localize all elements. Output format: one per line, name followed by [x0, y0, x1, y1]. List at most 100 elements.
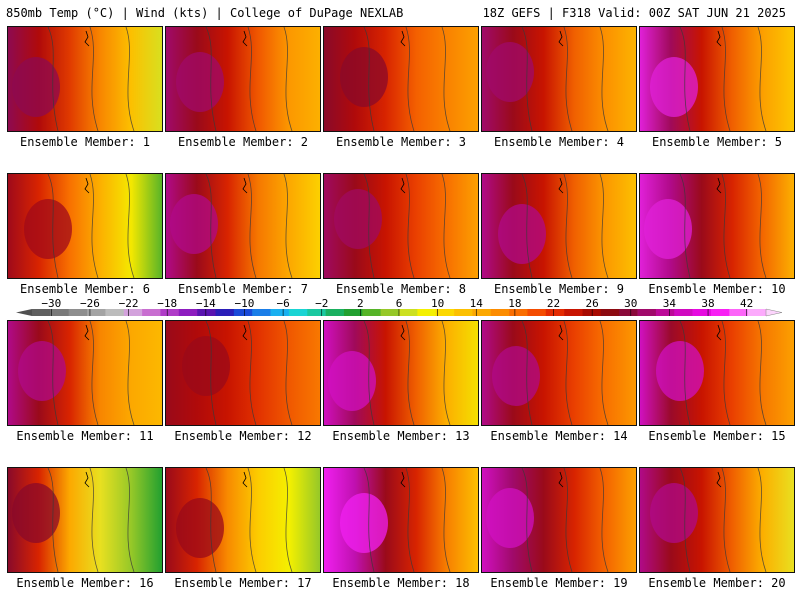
colorbar-tick-label: −2: [315, 297, 328, 310]
ensemble-member-label: Ensemble Member: 13: [332, 429, 470, 443]
coastline: [400, 30, 406, 47]
isotherm-contour: [205, 174, 217, 278]
colorbar-swatch: [105, 309, 125, 316]
isotherm-contour: [721, 174, 731, 278]
ensemble-member-map: [7, 26, 163, 132]
ensemble-member-label: Ensemble Member: 2: [177, 135, 309, 149]
isotherm-contour: [205, 468, 217, 572]
ensemble-member-label: Ensemble Member: 9: [493, 282, 625, 296]
ensemble-member-label: Ensemble Member: 20: [648, 576, 786, 590]
colorbar-swatch: [68, 309, 88, 316]
ensemble-member-label: Ensemble Member: 4: [493, 135, 625, 149]
colorbar-tick-label: −10: [235, 297, 255, 310]
colorbar-tick-label: 6: [396, 297, 403, 310]
isotherm-contour: [405, 468, 415, 572]
ensemble-member-map: [165, 320, 321, 426]
ensemble-member-label: Ensemble Member: 14: [490, 429, 628, 443]
ensemble-member-map: [165, 467, 321, 573]
isotherm-contour: [205, 27, 217, 131]
isotherm-contour: [679, 174, 691, 278]
isotherm-contour: [247, 468, 257, 572]
ensemble-member-label: Ensemble Member: 15: [648, 429, 786, 443]
isotherm-contour: [89, 321, 99, 425]
ensemble-member-label: Ensemble Member: 6: [19, 282, 151, 296]
isotherm-contour: [247, 27, 257, 131]
colorbar-high-arrow: [765, 308, 783, 317]
colorbar-tick-label: 34: [663, 297, 677, 310]
coastline: [84, 30, 90, 47]
colorbar-swatch: [197, 309, 216, 316]
colorbar-swatch: [729, 309, 748, 316]
isotherm-contour: [563, 321, 573, 425]
isotherm-contour: [125, 174, 135, 278]
colorbar-swatch: [380, 309, 400, 316]
ensemble-member-map: [165, 26, 321, 132]
coastline: [716, 30, 722, 47]
colorbar-tick-label: −14: [196, 297, 216, 310]
isotherm-contour: [47, 174, 59, 278]
isotherm-contour: [679, 321, 691, 425]
ensemble-member-map: [7, 173, 163, 279]
colorbar-swatch: [123, 309, 143, 316]
colorbar-tick-label: 42: [740, 297, 753, 310]
isotherm-contour: [89, 174, 99, 278]
isotherm-contour: [283, 27, 293, 131]
ensemble-member-label: Ensemble Member: 1: [19, 135, 151, 149]
coastline: [558, 471, 564, 488]
isotherm-contour: [283, 321, 293, 425]
heat-core: [328, 351, 376, 411]
coastline: [716, 177, 722, 194]
heat-core: [18, 341, 66, 401]
ensemble-member-map: [323, 173, 479, 279]
coastline: [558, 324, 564, 341]
coastline: [84, 177, 90, 194]
ensemble-member-label: Ensemble Member: 7: [177, 282, 309, 296]
colorbar-tick-label: 10: [431, 297, 444, 310]
heat-core: [486, 42, 534, 102]
colorbar-swatch: [637, 309, 657, 316]
isotherm-contour: [563, 27, 573, 131]
colorbar-swatch: [655, 309, 675, 316]
isotherm-contour: [363, 321, 375, 425]
colorbar-tick-label: 38: [701, 297, 714, 310]
ensemble-member-map: [481, 26, 637, 132]
isotherm-contour: [283, 468, 293, 572]
colorbar-swatch: [472, 309, 492, 316]
isotherm-contour: [521, 174, 533, 278]
coastline: [400, 324, 406, 341]
heat-core: [170, 194, 218, 254]
isotherm-contour: [721, 468, 731, 572]
coastline: [558, 177, 564, 194]
ensemble-member-map: [7, 467, 163, 573]
heat-core: [24, 199, 72, 259]
colorbar-tick-label: −18: [157, 297, 177, 310]
isotherm-contour: [205, 321, 217, 425]
heat-core: [176, 498, 224, 558]
colorbar-tick-label: −30: [41, 297, 61, 310]
isotherm-contour: [247, 174, 257, 278]
ensemble-member-label: Ensemble Member: 3: [335, 135, 467, 149]
isotherm-contour: [441, 468, 451, 572]
isotherm-contour: [563, 468, 573, 572]
coastline: [400, 471, 406, 488]
colorbar-swatch: [527, 309, 547, 316]
heat-core: [334, 189, 382, 249]
colorbar-swatch: [545, 309, 565, 316]
isotherm-contour: [521, 321, 533, 425]
ensemble-member-map: [323, 320, 479, 426]
isotherm-contour: [441, 174, 451, 278]
isotherm-contour: [125, 468, 135, 572]
colorbar-swatch: [50, 309, 69, 316]
coastline: [242, 30, 248, 47]
colorbar-swatch: [564, 309, 583, 316]
isotherm-contour: [363, 174, 375, 278]
coastline: [242, 177, 248, 194]
colorbar-swatch: [142, 309, 161, 316]
isotherm-contour: [721, 27, 731, 131]
colorbar-swatch: [399, 309, 418, 316]
isotherm-contour: [599, 321, 609, 425]
colorbar-swatch: [252, 309, 271, 316]
isotherm-contour: [47, 468, 59, 572]
heat-core: [650, 483, 698, 543]
isotherm-contour: [679, 27, 691, 131]
